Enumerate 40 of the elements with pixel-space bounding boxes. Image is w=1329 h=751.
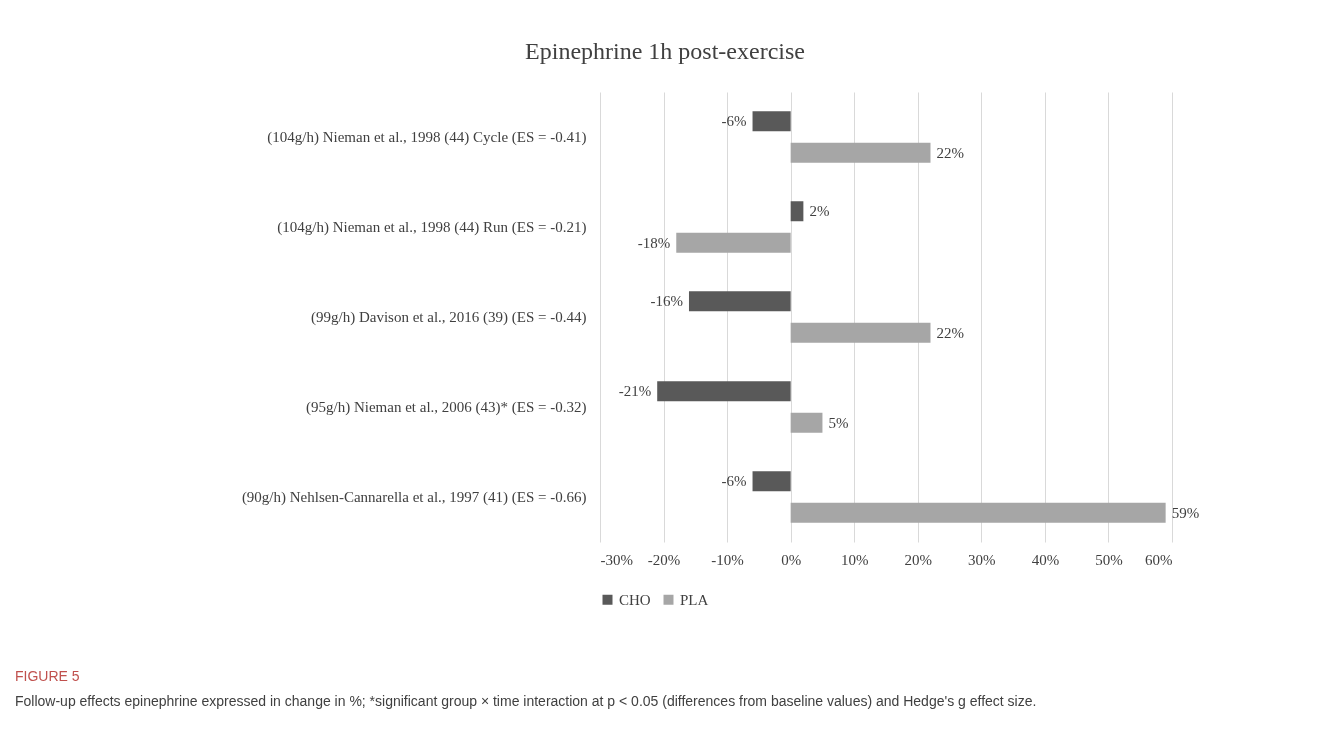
bar (790, 502, 1166, 523)
bar (676, 232, 791, 253)
data-label: 2% (809, 203, 830, 220)
data-label: 59% (1171, 504, 1200, 521)
x-tick-label: 40% (1031, 551, 1060, 568)
data-label: -21% (618, 383, 652, 400)
y-tick-label: (104g/h) Nieman et al., 1998 (44) Cycle (ES = -0.41) (267, 129, 587, 146)
bar (790, 412, 823, 433)
caption: FIGURE 5 (15, 668, 80, 684)
data-label: 22% (936, 144, 964, 161)
x-tick-label: -10% (711, 551, 744, 568)
text: Follow-up effects epinephrine expressed in change in %; *significant group × time interaction at p < 0.05 (differences from baseline values) and Hedge's g effect size. (15, 693, 1037, 709)
legend-label: PLA (680, 591, 709, 608)
bar (752, 471, 791, 492)
data-label: -18% (637, 234, 671, 251)
bar (790, 322, 931, 343)
x-tick-label: -20% (647, 551, 681, 568)
x-tick-label: -30% (600, 551, 633, 568)
data-label: -6% (721, 113, 747, 130)
y-tick-label: (104g/h) Nieman et al., 1998 (44) Run (ES = -0.21) (277, 219, 587, 236)
bar (752, 111, 791, 132)
x-tick-label: 60% (1145, 551, 1173, 568)
x-tick-label: 10% (840, 551, 869, 568)
bar (790, 142, 931, 163)
chart-title: Epinephrine 1h post-exercise (525, 38, 805, 64)
data-label: -6% (721, 473, 747, 490)
data-label: 22% (936, 324, 964, 341)
x-tick-label: 30% (968, 551, 996, 568)
y-tick-label: (95g/h) Nieman et al., 2006 (43)* (ES = -0.32) (306, 399, 587, 416)
data-label: -16% (650, 293, 683, 310)
x-tick-label: 50% (1095, 551, 1123, 568)
bar (790, 201, 804, 222)
legend-label: CHO (619, 591, 651, 608)
bar (657, 381, 791, 402)
x-tick-label: 20% (904, 551, 933, 568)
bar (688, 291, 791, 312)
y-tick-label: (90g/h) Nehlsen-Cannarella et al., 1997 (41) (ES = -0.66) (241, 489, 587, 506)
y-tick-label: (99g/h) Davison et al., 2016 (39) (ES = -0.44) (311, 309, 587, 326)
data-label: 5% (828, 414, 849, 431)
x-tick-label: 0% (781, 551, 802, 568)
